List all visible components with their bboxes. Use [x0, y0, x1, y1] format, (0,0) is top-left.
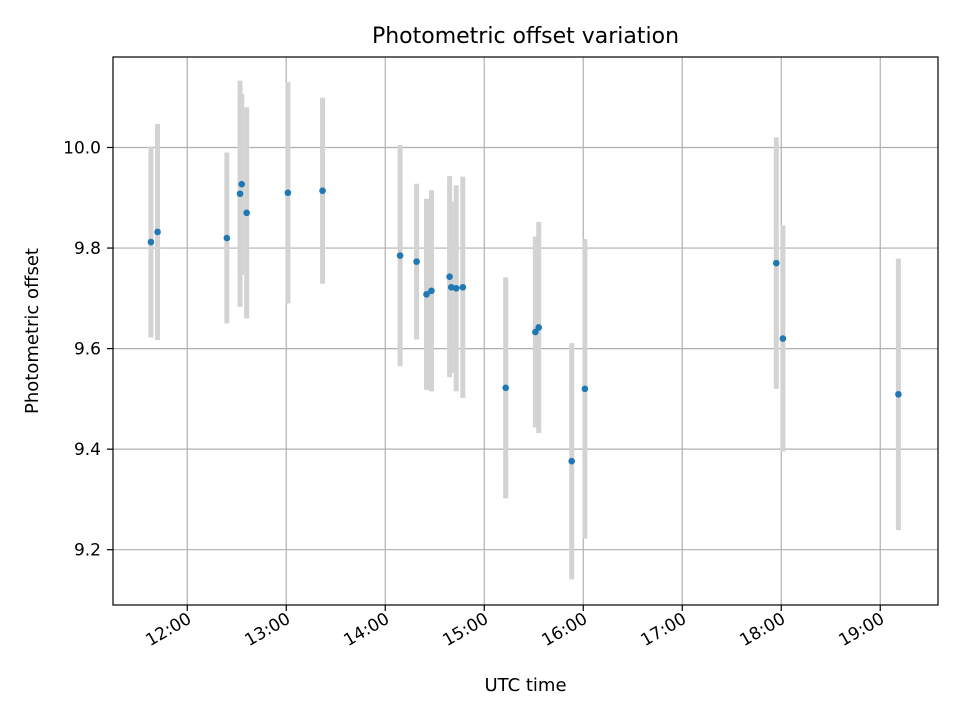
data-point — [319, 187, 326, 195]
data-point — [147, 238, 155, 246]
data-point — [396, 252, 404, 259]
data-point — [236, 190, 244, 198]
x-tick-label: 19:00 — [836, 609, 888, 651]
data-point — [223, 234, 231, 242]
x-tick-label: 14:00 — [341, 609, 393, 651]
data-point — [154, 228, 161, 236]
y-axis-label: Photometric offset — [22, 248, 43, 414]
data-point — [895, 391, 902, 398]
data-point — [459, 283, 467, 291]
error-bars — [148, 80, 901, 580]
y-tick-label: 10.0 — [63, 138, 101, 158]
x-tick-label: 13:00 — [242, 609, 294, 651]
data-point — [423, 290, 430, 298]
y-tick-label: 9.4 — [74, 440, 101, 460]
x-tick-label: 15:00 — [440, 609, 492, 651]
y-tick-label: 9.2 — [74, 541, 101, 561]
chart-title: Photometric offset variation — [372, 24, 679, 49]
data-point — [452, 284, 460, 292]
data-point — [502, 384, 510, 392]
data-point — [413, 258, 420, 265]
y-tick-label: 9.6 — [74, 340, 101, 360]
data-point — [568, 457, 575, 465]
data-point — [532, 328, 539, 336]
data-point — [446, 273, 453, 281]
data-point — [447, 283, 455, 291]
data-point — [581, 385, 589, 393]
data-point — [779, 335, 787, 342]
data-points — [147, 180, 902, 465]
x-tick-label: 16:00 — [539, 609, 591, 651]
y-tick-label: 9.8 — [74, 239, 101, 259]
x-tick-label: 12:00 — [143, 609, 195, 651]
data-point — [238, 180, 245, 188]
x-tick-label: 18:00 — [737, 609, 789, 651]
x-axis-label: UTC time — [484, 675, 566, 696]
data-point — [243, 209, 250, 217]
data-point — [535, 324, 542, 331]
data-point — [428, 287, 435, 295]
grid — [113, 57, 938, 605]
data-point — [773, 259, 780, 267]
data-point — [284, 189, 292, 197]
x-tick-label: 17:00 — [638, 609, 690, 651]
plot-frame — [112, 56, 939, 606]
